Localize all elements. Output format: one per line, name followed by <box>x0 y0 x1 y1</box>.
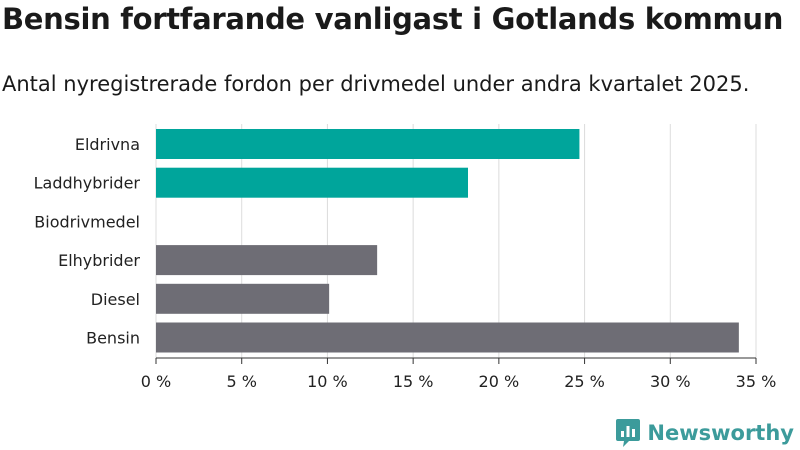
bars <box>156 129 739 353</box>
bar-eldrivna <box>156 129 580 159</box>
x-axis: 0 % 5 % 10 % 15 % 20 % 25 % 30 % 35 % <box>141 357 777 391</box>
bar-laddhybrider <box>156 167 468 198</box>
brand-logo: Newsworthy <box>615 418 794 448</box>
brand-name: Newsworthy <box>647 421 794 445</box>
x-tick-label: 35 % <box>736 372 777 391</box>
grid-lines <box>155 124 757 358</box>
x-tick-label: 25 % <box>564 372 605 391</box>
bar-bensin <box>156 322 739 353</box>
category-labels: Eldrivna Laddhybrider Biodrivmedel Elhybrid… <box>34 135 141 348</box>
category-label: Eldrivna <box>75 135 140 154</box>
x-tick-label: 20 % <box>479 372 520 391</box>
category-label: Laddhybrider <box>34 174 141 193</box>
x-tick-label: 5 % <box>226 372 256 391</box>
x-tick-label: 15 % <box>393 372 434 391</box>
chart-subtitle: Antal nyregistrerade fordon per drivmede… <box>2 72 750 96</box>
x-tick-label: 10 % <box>307 372 348 391</box>
category-label: Biodrivmedel <box>34 212 140 231</box>
bar-elhybrider <box>156 245 378 276</box>
x-tick-label: 0 % <box>141 372 171 391</box>
bar-diesel <box>156 283 330 314</box>
newsworthy-logo-icon <box>616 419 641 447</box>
x-tick-label: 30 % <box>650 372 691 391</box>
category-label: Diesel <box>91 290 140 309</box>
category-label: Bensin <box>86 329 140 348</box>
chart-title: Bensin fortfarande vanligast i Gotlands … <box>2 2 784 36</box>
category-label: Elhybrider <box>58 251 140 270</box>
